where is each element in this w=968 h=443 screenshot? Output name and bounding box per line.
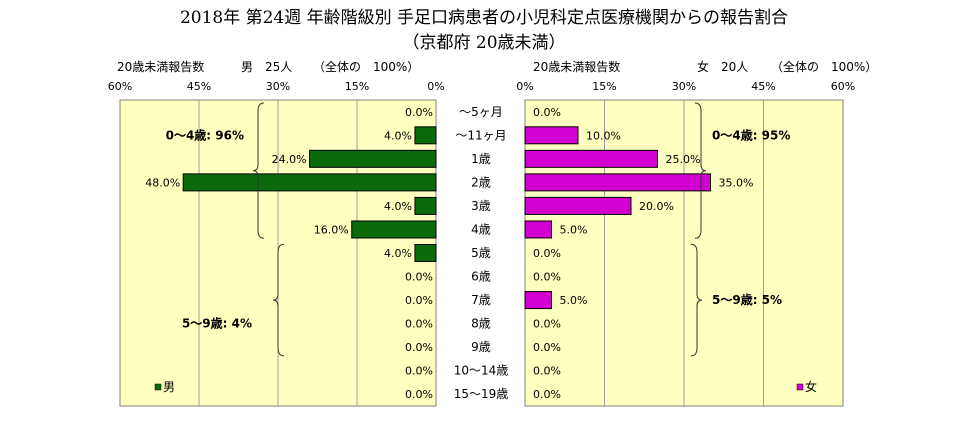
female-bar [524, 173, 711, 192]
male-data-label: 16.0% [314, 223, 349, 236]
male-header-note: （全体の 100%） [313, 60, 420, 74]
male-header-count: 男 25人 [241, 60, 293, 74]
chart-title: 2018年 第24週 年齢階級別 手足口病患者の小児科定点医療機関からの報告割合 [179, 8, 789, 28]
female-tick-label: 15% [592, 80, 616, 93]
male-data-label: 0.0% [405, 341, 433, 354]
category-label: 5歳 [471, 246, 491, 260]
male-bar [414, 244, 437, 262]
male-bar [309, 149, 437, 168]
female-group-label: 0～4歳: 95% [712, 127, 790, 142]
male-group-label: 0～4歳: 96% [166, 127, 244, 142]
male-data-label: 0.0% [405, 388, 433, 401]
category-label: 3歳 [471, 199, 491, 213]
category-label: 7歳 [471, 293, 491, 307]
male-tick-label: 15% [345, 80, 369, 93]
female-legend-label: 女 [805, 379, 817, 394]
category-label: 2歳 [471, 175, 491, 189]
male-data-label: 0.0% [405, 318, 433, 331]
male-data-label: 0.0% [405, 106, 433, 119]
male-tick-label: 30% [266, 80, 290, 93]
female-header-label: 20歳未満報告数 [533, 60, 621, 74]
male-data-label: 48.0% [145, 176, 180, 189]
male-bar [182, 173, 437, 192]
female-bar [524, 291, 552, 310]
female-tick-label: 0% [516, 80, 533, 93]
female-header-note: （全体の 100%） [771, 60, 878, 74]
female-bar [524, 126, 579, 145]
female-bar [524, 196, 632, 215]
female-data-label: 0.0% [533, 365, 561, 378]
male-bar [351, 220, 437, 239]
female-header-count: 女 20人 [697, 60, 749, 74]
male-legend-label: 男 [163, 380, 175, 394]
female-data-label: 25.0% [666, 153, 701, 166]
female-tick-label: 45% [751, 80, 775, 93]
female-data-label: 5.0% [560, 223, 588, 236]
male-bar [414, 126, 437, 145]
male-bar [414, 196, 437, 215]
female-group-label: 5～9歳: 5% [712, 292, 782, 307]
female-tick-label: 60% [831, 80, 855, 93]
male-group-label: 5～9歳: 4% [182, 316, 252, 331]
female-data-label: 10.0% [586, 129, 621, 142]
female-tick-label: 30% [672, 80, 696, 93]
category-label: 1歳 [471, 152, 491, 166]
category-label: 10～14歳 [454, 364, 509, 378]
male-legend-swatch [154, 383, 162, 391]
male-data-label: 0.0% [405, 271, 433, 284]
female-bar [524, 220, 552, 239]
male-header-label: 20歳未満報告数 [117, 60, 205, 74]
female-data-label: 0.0% [533, 247, 561, 260]
chart-subtitle: （京都府 20歳未満） [402, 33, 566, 53]
male-data-label: 24.0% [272, 153, 307, 166]
female-legend-swatch [796, 383, 804, 391]
female-bar [524, 149, 658, 168]
male-data-label: 0.0% [405, 294, 433, 307]
female-data-label: 0.0% [533, 106, 561, 119]
male-tick-label: 60% [108, 80, 132, 93]
category-label: 9歳 [471, 340, 491, 354]
male-group-brace [272, 243, 285, 357]
category-label: 4歳 [471, 222, 491, 236]
male-tick-label: 0% [427, 80, 444, 93]
male-data-label: 4.0% [384, 200, 412, 213]
male-tick-label: 45% [187, 80, 211, 93]
male-data-label: 4.0% [384, 247, 412, 260]
male-data-label: 0.0% [405, 365, 433, 378]
female-data-label: 0.0% [533, 271, 561, 284]
male-group-brace [252, 102, 265, 239]
category-label: 15～19歳 [454, 387, 509, 401]
female-data-label: 0.0% [533, 318, 561, 331]
female-group-brace [690, 243, 703, 357]
female-data-label: 35.0% [719, 176, 754, 189]
female-data-label: 5.0% [560, 294, 588, 307]
category-label: ～5ヶ月 [459, 105, 503, 119]
female-group-brace [694, 102, 707, 239]
male-data-label: 4.0% [384, 129, 412, 142]
category-label: 6歳 [471, 270, 491, 284]
female-data-label: 0.0% [533, 388, 561, 401]
category-label: 8歳 [471, 317, 491, 331]
female-data-label: 20.0% [639, 200, 674, 213]
female-data-label: 0.0% [533, 341, 561, 354]
category-label: ～11ヶ月 [455, 128, 506, 142]
